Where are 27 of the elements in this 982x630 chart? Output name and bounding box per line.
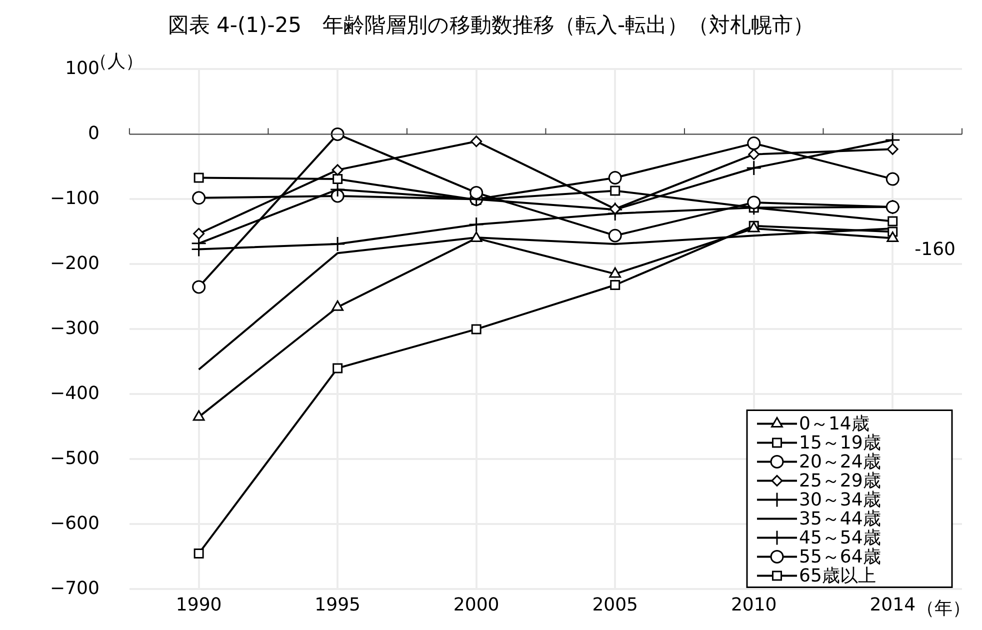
legend-label: 65歳以上 (799, 565, 876, 586)
x-tick-label: 2014 (870, 594, 916, 616)
y-tick-label: −500 (50, 448, 100, 469)
legend-label: 25～29歳 (799, 470, 881, 492)
y-tick-label: −100 (50, 188, 100, 209)
legend-label: 0～14歳 (799, 413, 870, 434)
y-tick-label: −300 (50, 318, 100, 339)
legend-label: 45～54歳 (799, 527, 881, 548)
x-tick-label: 2000 (453, 594, 500, 616)
legend-label: 55～64歳 (799, 546, 881, 568)
legend-label: 15～19歳 (799, 432, 881, 454)
y-tick-label: −400 (50, 382, 100, 404)
legend-label: 35～44歳 (799, 508, 881, 530)
annotation: -160 (914, 238, 956, 260)
y-tick-label: −700 (50, 578, 100, 599)
chart-title: 図表 4-(1)-25 年齢階層別の移動数推移（転入-転出）（対札幌市） (168, 13, 814, 38)
x-tick-label: 2005 (592, 594, 638, 616)
y-tick-label: −600 (50, 512, 100, 534)
x-axis-title: （年） (916, 598, 971, 619)
legend-label: 20～24歳 (799, 451, 881, 472)
y-tick-label: 0 (88, 122, 100, 144)
x-tick-label: 1995 (314, 594, 360, 616)
x-tick-label: 1990 (176, 594, 222, 616)
x-tick-label: 2010 (730, 594, 777, 616)
y-tick-label: 100 (65, 58, 100, 79)
y-tick-label: −200 (50, 252, 100, 274)
legend-label: 30～34歳 (799, 489, 881, 510)
